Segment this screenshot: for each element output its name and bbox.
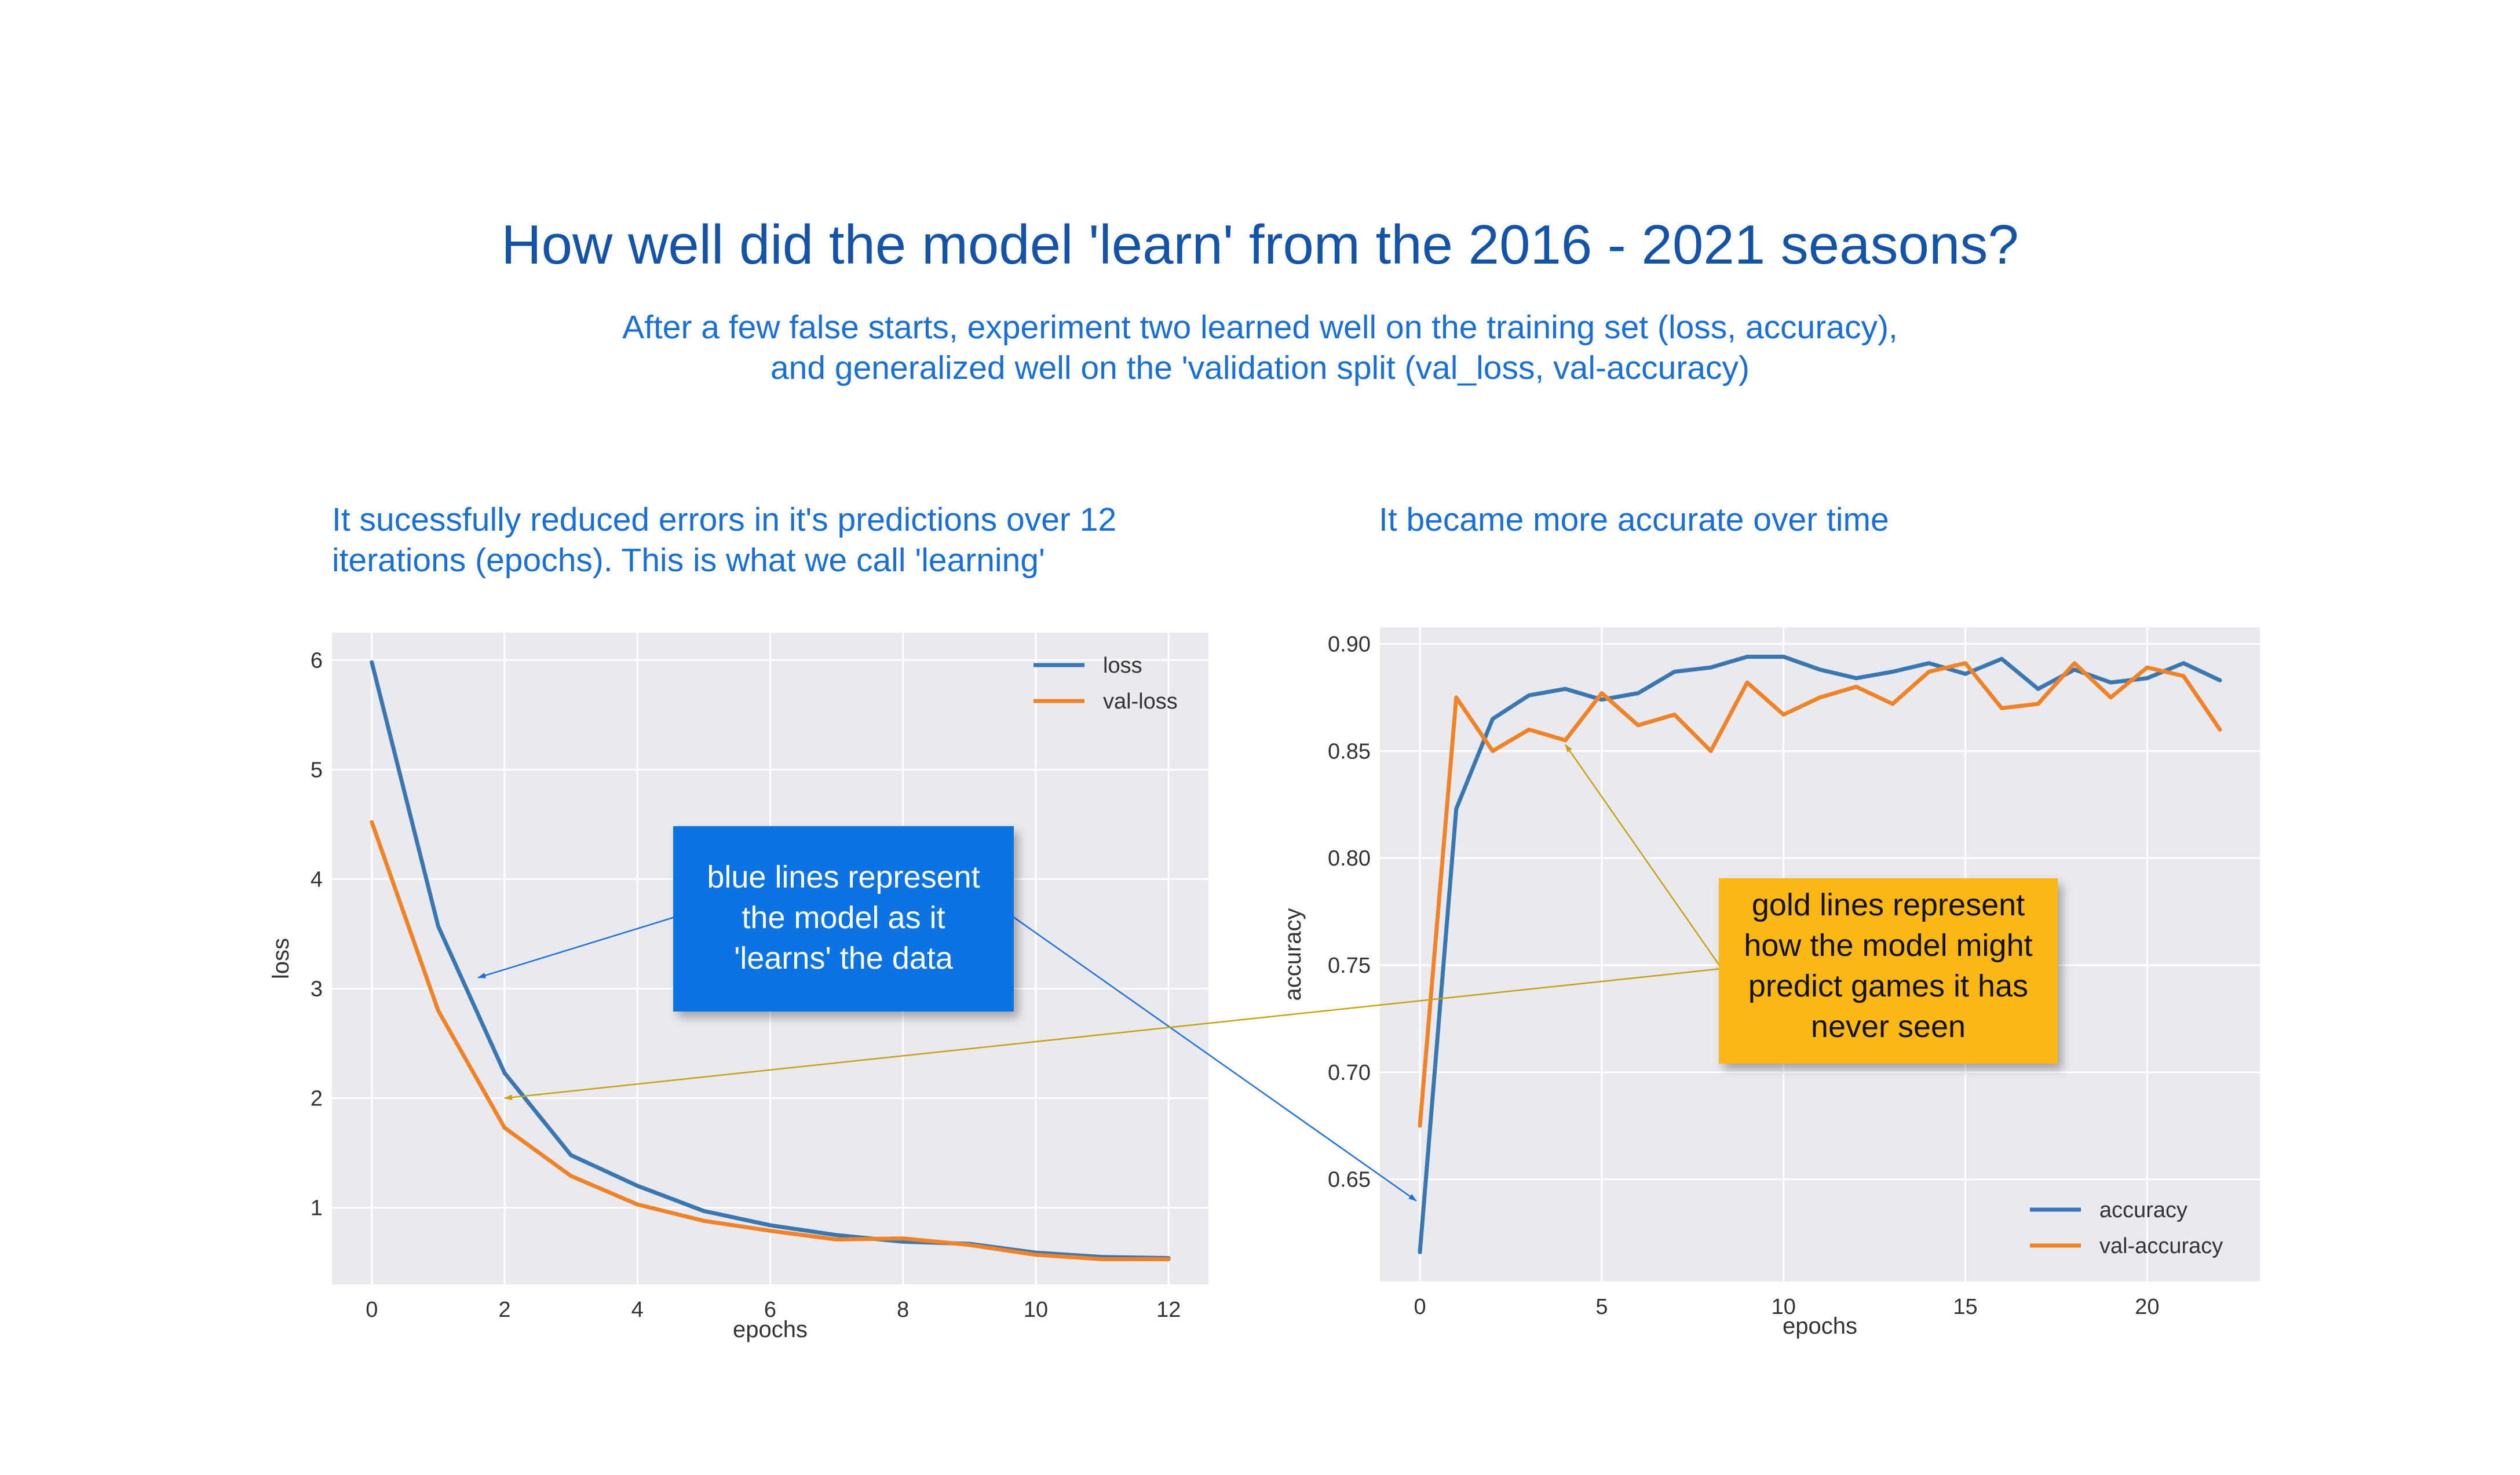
blue-callout-line: blue lines represent [707,860,980,895]
accuracy-x-tick-label: 5 [1595,1295,1608,1319]
accuracy-y-tick-label: 0.85 [1328,739,1371,764]
gold-arrow-to-val-loss-line [504,967,1722,1101]
accuracy-chart: 0 5 10 15 20 0.65 0.70 0.75 0.80 0.85 0.90 epochs ac… [1280,627,2260,1339]
blue-callout-line: 'learns' the data [734,941,954,976]
blue-callout-line: the model as it [742,900,945,935]
loss-x-tick-label: 12 [1156,1298,1181,1322]
loss-series-loss-line [370,660,1171,1261]
loss-x-tick-label: 10 [1024,1298,1048,1322]
accuracy-y-tick-label: 0.65 [1328,1168,1371,1192]
loss-x-tick-label: 8 [897,1298,909,1322]
loss-x-tick-label: 0 [366,1298,378,1322]
accuracy-x-tick-label: 0 [1414,1295,1426,1319]
loss-series-val-loss-line [370,820,1171,1261]
loss-y-tick-label: 1 [311,1196,323,1221]
gold-callout-line: predict games it has [1748,969,2028,1003]
blue-arrow-to-accuracy-line [1012,915,1417,1202]
loss-legend-label: loss [1103,653,1142,678]
loss-y-tick-label: 6 [311,648,323,673]
loss-y-tick-label: 4 [311,867,323,892]
subtitle-line-2: and generalized well on the 'validation … [770,349,1750,386]
accuracy-y-tick-label: 0.90 [1328,632,1371,656]
page-title: How well did the model 'learn' from the … [501,214,2019,276]
loss-caption-line-2: iterations (epochs). This is what we cal… [332,542,1045,579]
accuracy-y-tick-label: 0.80 [1328,846,1371,871]
accuracy-chart-caption: It became more accurate over time [1379,499,1889,540]
loss-chart-caption: It sucessfully reduced errors in it's pr… [332,499,1116,580]
accuracy-x-tick-label: 20 [2135,1295,2159,1319]
loss-x-tick-label: 2 [498,1298,510,1322]
loss-y-axis-label: loss [268,938,294,979]
accuracy-x-axis-label: epochs [1783,1313,1857,1339]
accuracy-series-val-accuracy-line [1418,661,2222,1128]
accuracy-caption-line: It became more accurate over time [1379,501,1889,538]
accuracy-x-tick-label: 15 [1953,1295,1977,1319]
subtitle: After a few false starts, experiment two… [0,307,2520,388]
accuracy-legend-label: accuracy [2099,1198,2187,1222]
gold-callout-line: gold lines represent [1752,888,2025,922]
loss-legend-label: val-loss [1103,689,1178,714]
blue-callout: blue lines represent the model as it 'lear… [673,826,1014,1012]
gold-callout-line: never seen [1811,1009,1966,1044]
annotation-arrows [477,744,1723,1202]
loss-y-tick-label: 2 [311,1087,323,1111]
gold-callout: gold lines represent how the model might p… [1719,878,2058,1064]
loss-y-tick-label: 5 [311,758,323,782]
blue-arrow-to-loss-line [477,915,677,979]
accuracy-legend-label: val-accuracy [2099,1234,2223,1258]
loss-x-tick-label: 6 [764,1298,776,1322]
gold-callout-box [1719,878,2058,1064]
accuracy-y-tick-label: 0.70 [1328,1061,1371,1085]
blue-callout-box [673,826,1014,1012]
gold-callout-line: how the model might [1744,928,2032,963]
annotation-callouts: blue lines represent the model as it 'lear… [673,826,2058,1064]
loss-x-axis-label: epochs [733,1317,808,1342]
loss-caption-line-1: It sucessfully reduced errors in it's pr… [332,501,1117,538]
loss-x-tick-label: 4 [631,1298,644,1322]
accuracy-y-axis-label: accuracy [1280,908,1306,1001]
accuracy-x-tick-label: 10 [1772,1295,1796,1319]
accuracy-y-tick-label: 0.75 [1328,954,1371,978]
gold-arrow-to-val-accuracy-line [1565,744,1723,969]
loss-y-tick-label: 3 [311,977,323,1001]
subtitle-line-1: After a few false starts, experiment two… [622,309,1898,346]
